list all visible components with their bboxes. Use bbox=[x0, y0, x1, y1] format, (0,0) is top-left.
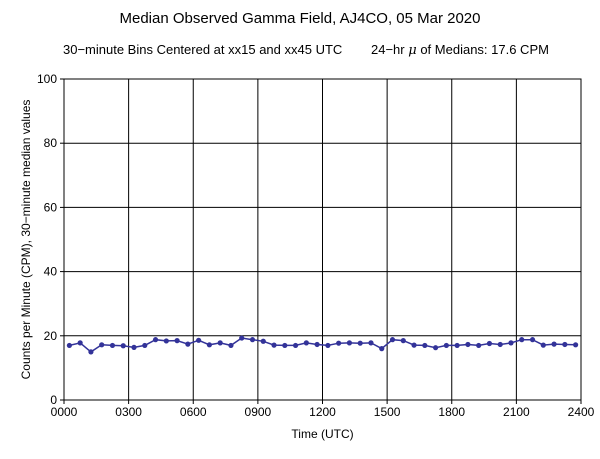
y-axis-label: Counts per Minute (CPM), 30−minute media… bbox=[19, 100, 33, 380]
y-tick-label: 0 bbox=[50, 393, 57, 407]
y-tick-label: 20 bbox=[44, 329, 58, 343]
mu-symbol: μ bbox=[408, 43, 417, 58]
data-point bbox=[443, 342, 449, 349]
data-point bbox=[486, 340, 493, 347]
y-tick-label: 80 bbox=[44, 136, 58, 150]
data-point bbox=[196, 337, 202, 343]
data-point bbox=[562, 341, 568, 348]
data-series bbox=[66, 335, 579, 355]
data-point bbox=[508, 340, 514, 346]
x-tick-label: 0000 bbox=[51, 405, 78, 419]
subtitle-mean-prefix: 24−hr bbox=[371, 42, 405, 57]
x-tick-label: 2400 bbox=[568, 405, 595, 419]
data-point bbox=[465, 341, 471, 348]
data-point bbox=[314, 341, 320, 348]
x-tick-label: 1200 bbox=[309, 405, 336, 419]
y-tick-label: 40 bbox=[44, 265, 58, 279]
data-point bbox=[540, 342, 546, 348]
data-point bbox=[411, 342, 417, 348]
data-point bbox=[109, 342, 116, 349]
data-point bbox=[346, 340, 353, 346]
data-point bbox=[325, 342, 331, 349]
plot-frame bbox=[63, 78, 582, 401]
x-tick-label: 2100 bbox=[503, 405, 530, 419]
data-point bbox=[292, 342, 299, 349]
data-point bbox=[357, 340, 363, 346]
data-point bbox=[271, 342, 277, 348]
data-point bbox=[99, 342, 105, 348]
x-tick-label: 0600 bbox=[180, 405, 207, 419]
data-point bbox=[260, 338, 266, 344]
data-point bbox=[379, 346, 385, 352]
data-point bbox=[497, 341, 503, 348]
data-point bbox=[432, 345, 439, 351]
chart-title: Median Observed Gamma Field, AJ4CO, 05 M… bbox=[119, 10, 481, 27]
data-point bbox=[389, 337, 396, 343]
data-point bbox=[476, 342, 482, 349]
data-point bbox=[454, 342, 460, 349]
grid-lines bbox=[63, 78, 582, 401]
x-tick-label: 0900 bbox=[245, 405, 272, 419]
data-point bbox=[152, 337, 159, 343]
axis-ticks: 0000 0300 0600 0900 1200 1500 1800 2100 2400 0 20 4… bbox=[37, 72, 595, 419]
data-point bbox=[573, 342, 579, 348]
subtitle-mean-suffix: of Medians: 17.6 CPM bbox=[420, 42, 549, 57]
data-point bbox=[77, 340, 83, 346]
chart-subtitle-mean: 24−hr μ of Medians: 17.6 CPM bbox=[371, 42, 549, 58]
x-tick-label: 1500 bbox=[374, 405, 401, 419]
data-point bbox=[239, 335, 245, 341]
data-point bbox=[66, 342, 72, 349]
data-point bbox=[282, 342, 288, 349]
data-point bbox=[519, 337, 525, 343]
y-tick-label: 60 bbox=[44, 200, 58, 214]
data-point bbox=[303, 340, 309, 346]
data-point bbox=[217, 340, 223, 346]
data-point bbox=[422, 342, 428, 349]
data-point bbox=[529, 337, 536, 343]
data-point bbox=[228, 342, 234, 349]
data-point bbox=[163, 338, 169, 344]
data-point bbox=[551, 341, 557, 347]
y-tick-label: 100 bbox=[37, 72, 57, 86]
x-tick-label: 0300 bbox=[115, 405, 142, 419]
data-point bbox=[206, 342, 213, 348]
data-point bbox=[174, 338, 180, 344]
data-point bbox=[249, 337, 256, 343]
x-axis-label: Time (UTC) bbox=[291, 427, 353, 441]
data-point bbox=[400, 338, 406, 344]
data-point bbox=[88, 349, 94, 355]
data-point bbox=[120, 343, 126, 349]
x-tick-label: 1800 bbox=[438, 405, 465, 419]
data-point bbox=[185, 341, 191, 347]
data-point bbox=[142, 342, 148, 349]
data-point bbox=[368, 340, 374, 346]
data-point bbox=[131, 344, 137, 350]
data-point bbox=[336, 340, 342, 346]
chart-subtitle-bins: 30−minute Bins Centered at xx15 and xx45… bbox=[63, 42, 343, 57]
